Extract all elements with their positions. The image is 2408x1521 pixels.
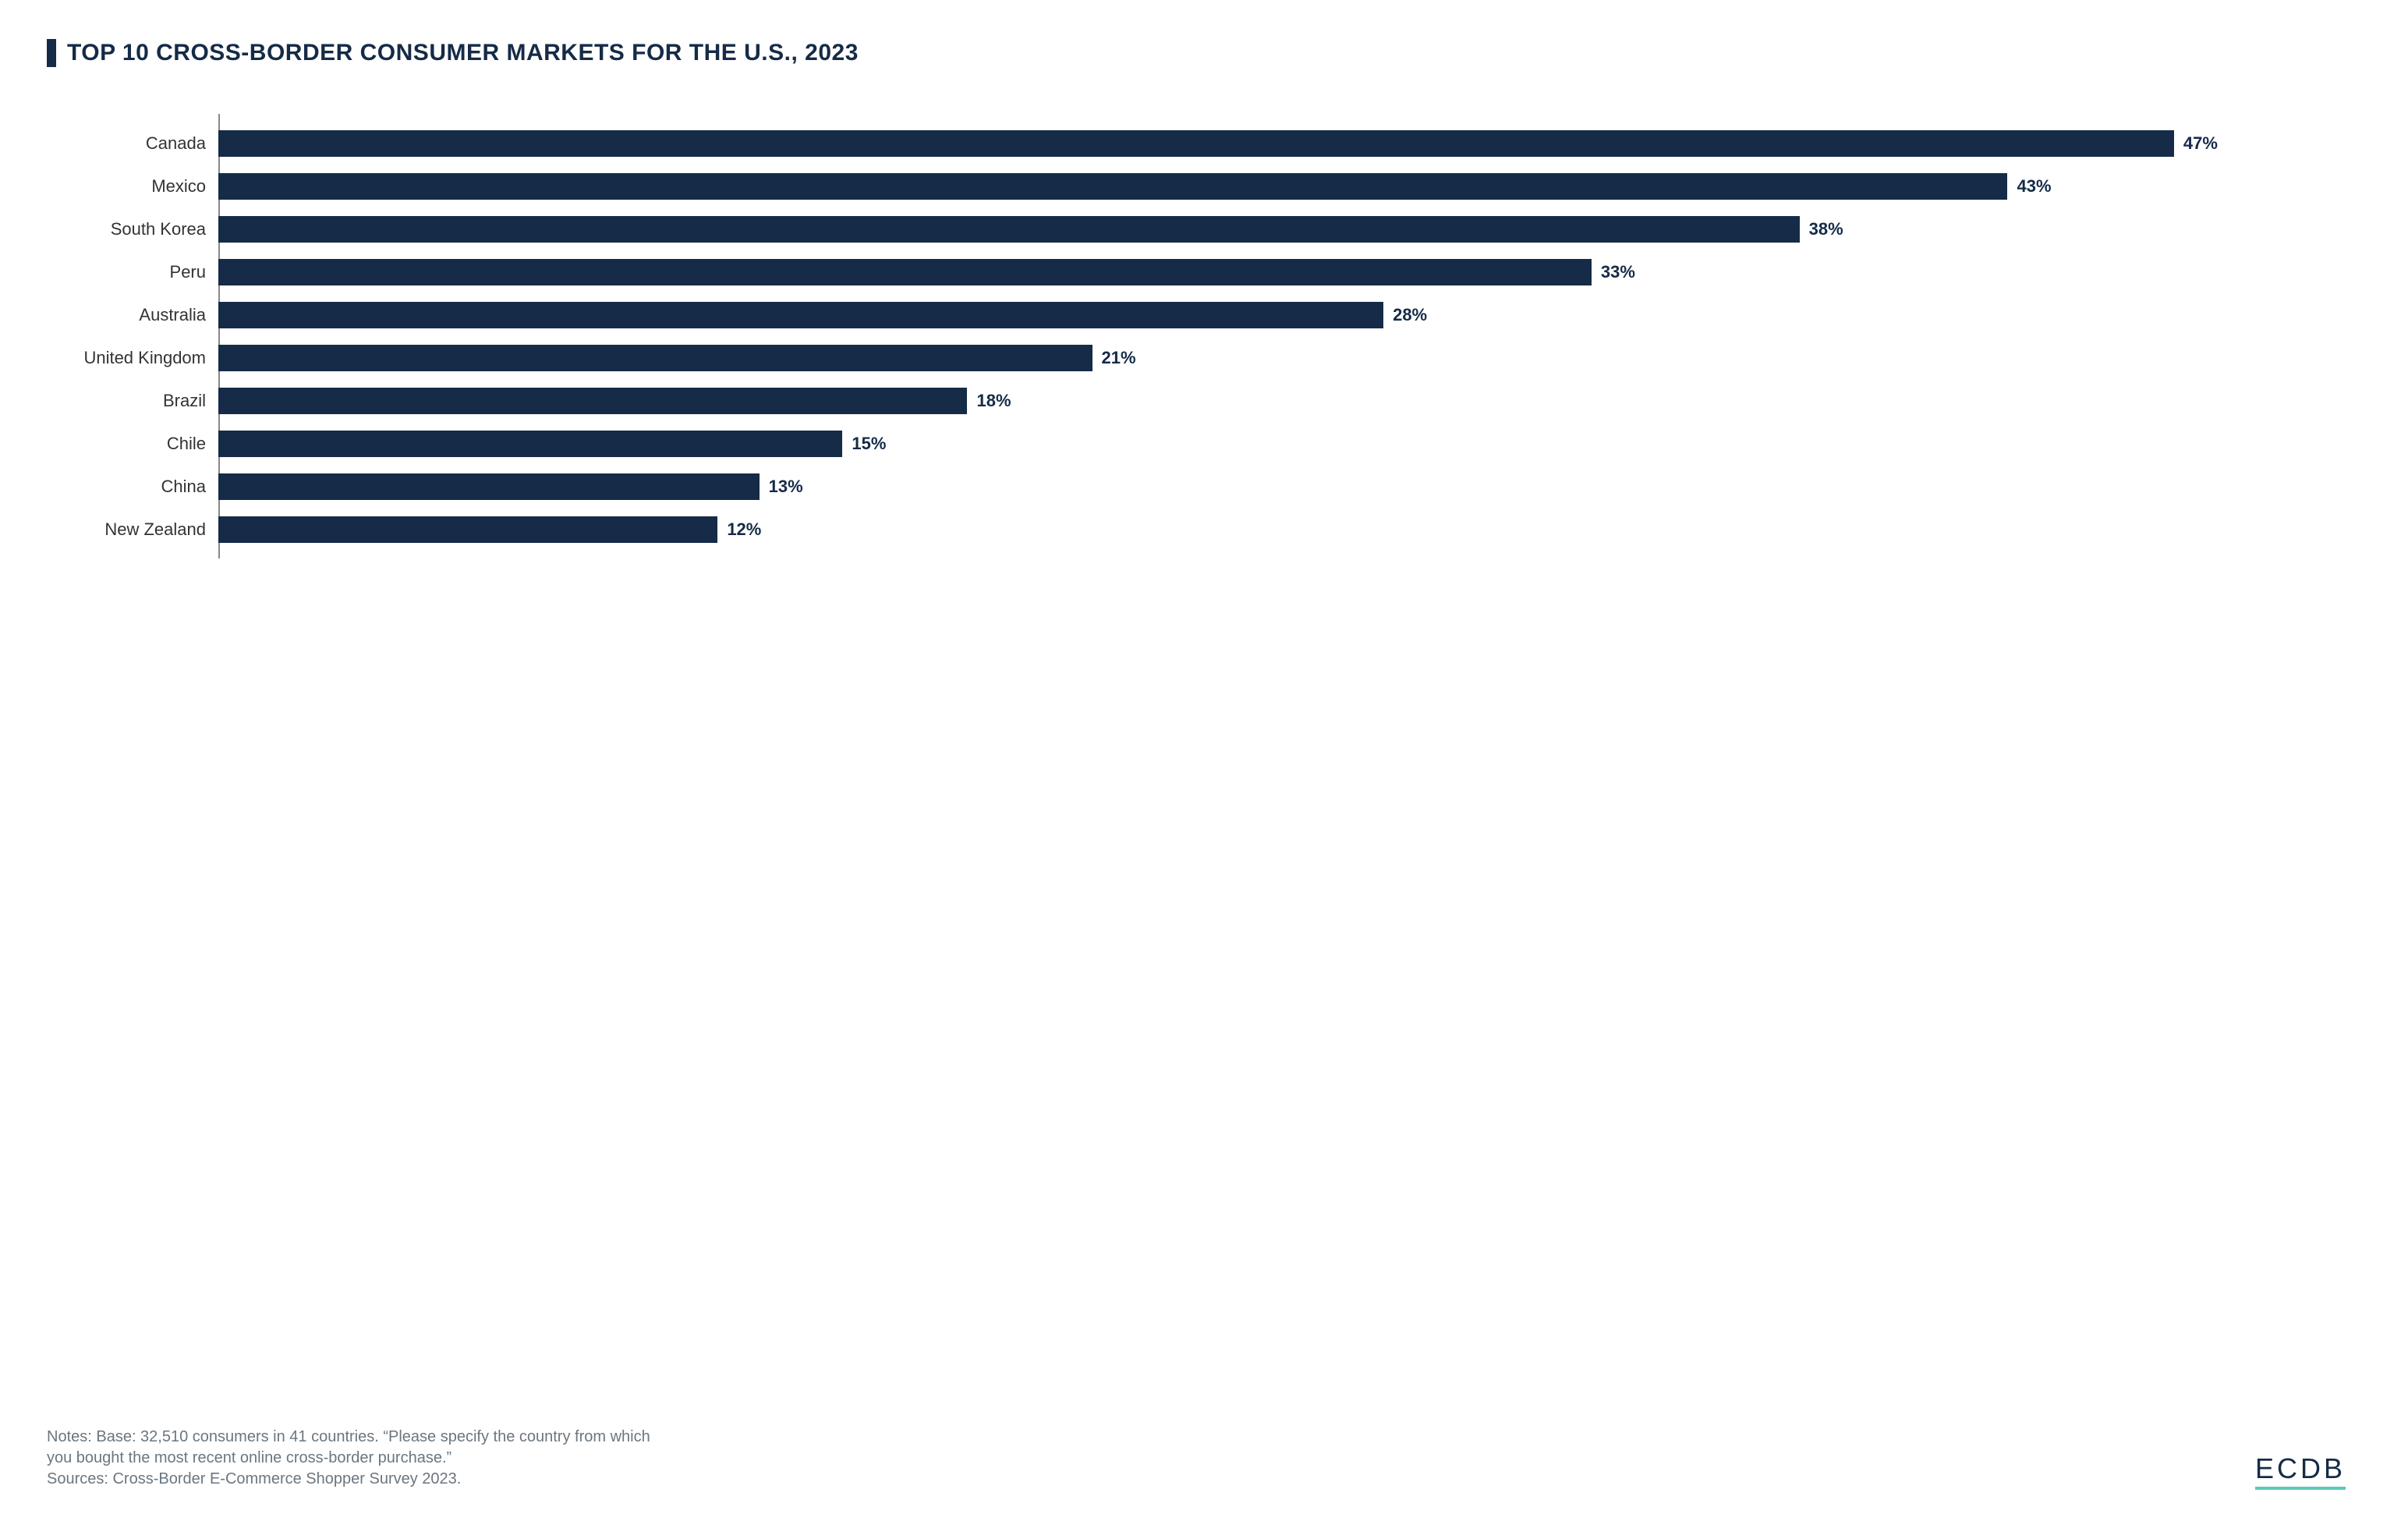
bar-value-label: 12% <box>717 519 761 540</box>
bar-track: 43% <box>218 165 2299 207</box>
bar-track: 15% <box>218 422 2299 465</box>
bar-row: South Korea 38% <box>70 207 2299 250</box>
bar-value-label: 18% <box>967 391 1011 411</box>
bar-fill <box>218 388 967 414</box>
bar-fill <box>218 516 717 543</box>
bar-category-label: Australia <box>70 305 218 325</box>
bar-category-label: United Kingdom <box>70 348 218 368</box>
bar-track: 12% <box>218 508 2299 551</box>
bar-value-label: 43% <box>2007 176 2051 197</box>
bar-category-label: Mexico <box>70 176 218 197</box>
bar-category-label: Peru <box>70 262 218 282</box>
bar-row: New Zealand 12% <box>70 508 2299 551</box>
bar-value-label: 33% <box>1592 262 1635 282</box>
bar-category-label: New Zealand <box>70 519 218 540</box>
chart-title-row: TOP 10 CROSS-BORDER CONSUMER MARKETS FOR… <box>47 39 2361 67</box>
bar-track: 33% <box>218 250 2299 293</box>
bar-row: Peru 33% <box>70 250 2299 293</box>
bar-category-label: Chile <box>70 434 218 454</box>
bar-value-label: 13% <box>760 477 803 497</box>
bar-row: Chile 15% <box>70 422 2299 465</box>
bar-row: Australia 28% <box>70 293 2299 336</box>
notes-line2: Sources: Cross-Border E-Commerce Shopper… <box>47 1469 655 1490</box>
logo: ECDB <box>2255 1452 2346 1490</box>
footer: Notes: Base: 32,510 consumers in 41 coun… <box>47 1427 2361 1490</box>
bar-row: Brazil 18% <box>70 379 2299 422</box>
bar-category-label: South Korea <box>70 219 218 239</box>
bar-row: Mexico 43% <box>70 165 2299 207</box>
bar-value-label: 15% <box>842 434 886 454</box>
bars-container: Canada 47% Mexico 43% South Korea 38% Peru 33% A… <box>70 114 2299 558</box>
footer-notes: Notes: Base: 32,510 consumers in 41 coun… <box>47 1427 655 1490</box>
bar-track: 21% <box>218 336 2299 379</box>
bar-fill <box>218 216 1800 243</box>
bar-category-label: Brazil <box>70 391 218 411</box>
bar-value-label: 21% <box>1092 348 1136 368</box>
bar-value-label: 28% <box>1383 305 1427 325</box>
bar-value-label: 38% <box>1800 219 1843 239</box>
logo-text: ECDB <box>2255 1452 2346 1485</box>
bar-fill <box>218 302 1383 328</box>
chart-title: TOP 10 CROSS-BORDER CONSUMER MARKETS FOR… <box>67 40 859 66</box>
bar-row: United Kingdom 21% <box>70 336 2299 379</box>
bar-track: 18% <box>218 379 2299 422</box>
bar-category-label: Canada <box>70 133 218 154</box>
bar-fill <box>218 259 1592 285</box>
bar-track: 13% <box>218 465 2299 508</box>
title-marker <box>47 39 56 67</box>
bar-fill <box>218 173 2007 200</box>
bar-fill <box>218 345 1092 371</box>
bar-category-label: China <box>70 477 218 497</box>
logo-underline <box>2255 1487 2346 1490</box>
chart-area: Canada 47% Mexico 43% South Korea 38% Peru 33% A… <box>47 114 2361 1405</box>
bar-fill <box>218 473 760 500</box>
bar-fill <box>218 130 2174 157</box>
bar-fill <box>218 431 842 457</box>
bar-track: 38% <box>218 207 2299 250</box>
notes-line1: Notes: Base: 32,510 consumers in 41 coun… <box>47 1427 655 1469</box>
bar-track: 47% <box>218 122 2299 165</box>
bar-row: Canada 47% <box>70 122 2299 165</box>
bar-value-label: 47% <box>2174 133 2218 154</box>
bar-row: China 13% <box>70 465 2299 508</box>
bar-track: 28% <box>218 293 2299 336</box>
